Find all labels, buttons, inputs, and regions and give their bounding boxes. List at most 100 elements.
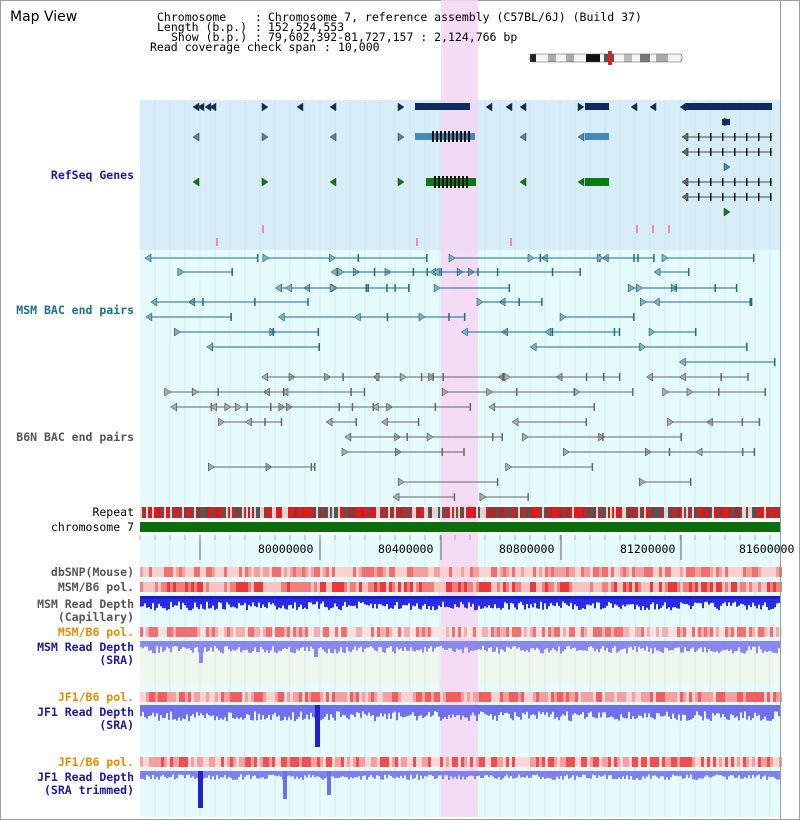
read-depth-bar (140, 771, 142, 779)
read-depth-bar (346, 705, 348, 718)
pol-stripe (575, 757, 578, 767)
bac-end-marker (231, 268, 233, 276)
read-depth-bar (224, 771, 226, 776)
repeat-segment (656, 507, 658, 518)
repeat-segment (722, 507, 724, 518)
read-depth-bar (204, 596, 206, 610)
jf1-read-depth-label[interactable]: JF1 Read Depth (37, 705, 134, 719)
pol-stripe (536, 582, 539, 592)
bac-end-marker (372, 403, 374, 411)
pol-stripe (260, 627, 263, 637)
pol-stripe (701, 627, 704, 637)
dbsnp-stripe (569, 567, 572, 577)
pol-stripe (176, 627, 179, 637)
msm-b6-pol-sra-label[interactable]: MSM/B6 pol. (57, 625, 134, 639)
pol-stripe (239, 627, 242, 637)
repeat-segment (230, 507, 232, 518)
read-depth-bar (730, 596, 732, 606)
pol-stripe (272, 757, 275, 767)
pol-stripe (497, 582, 500, 592)
pol-stripe (326, 692, 329, 702)
pol-stripe (773, 757, 776, 767)
read-depth-bar (448, 705, 450, 715)
pol-stripe (701, 582, 704, 592)
bac-end-marker (408, 284, 410, 292)
msm-b6-pol-label[interactable]: MSM/B6 pol. (57, 580, 134, 594)
repeat-segment (716, 507, 718, 518)
pol-stripe (569, 582, 572, 592)
pol-stripe (170, 582, 173, 592)
repeat-segment (446, 507, 448, 518)
pol-stripe (776, 757, 779, 767)
read-depth-bar (488, 771, 490, 778)
bac-end-marker (508, 284, 511, 292)
read-depth-bar (690, 771, 692, 775)
jf1-b6-pol-label[interactable]: JF1/B6 pol. (57, 690, 134, 704)
ideogram-band (586, 54, 600, 62)
dbsnp-label[interactable]: dbSNP(Mouse) (50, 565, 134, 579)
read-depth-bar (256, 705, 258, 721)
read-depth-bar (332, 641, 334, 654)
read-depth-bar (734, 705, 736, 718)
read-depth-bar (714, 596, 716, 607)
pol-stripe (641, 692, 644, 702)
read-depth-bar (634, 705, 636, 719)
read-depth-bar (494, 771, 496, 779)
dbsnp-stripe (419, 567, 422, 577)
read-depth-bar (440, 641, 442, 646)
read-depth-bar (328, 596, 330, 610)
pol-stripe (311, 757, 314, 767)
read-depth-bar (278, 641, 280, 651)
read-depth-bar (770, 641, 772, 652)
jf1-b6-pol-trimmed-label[interactable]: JF1/B6 pol. (57, 755, 134, 769)
repeat-segment (362, 507, 364, 518)
pol-stripe (740, 627, 743, 637)
read-depth-bar (226, 771, 228, 779)
pol-stripe (362, 582, 365, 592)
read-depth-bar (742, 641, 744, 654)
refseq-genes-label[interactable]: RefSeq Genes (50, 168, 134, 182)
read-depth-bar (210, 596, 212, 609)
pol-stripe (524, 757, 527, 767)
msm-read-depth-sra-label[interactable]: MSM Read Depth (37, 640, 134, 654)
pol-stripe (398, 582, 401, 592)
read-depth-bar (350, 771, 352, 778)
read-depth-bar (150, 596, 152, 610)
pol-stripe (500, 627, 503, 637)
pol-stripe (521, 757, 524, 767)
pol-stripe (365, 757, 368, 767)
dbsnp-stripe (680, 567, 683, 577)
dbsnp-stripe (767, 567, 770, 577)
dbsnp-stripe (263, 567, 266, 577)
msm-read-depth-capillary-label[interactable]: MSM Read Depth (37, 597, 134, 611)
repeat-segment (208, 507, 210, 518)
read-depth-bar (176, 641, 178, 647)
read-depth-bar (292, 771, 294, 777)
dbsnp-stripe (536, 567, 539, 577)
pol-stripe (209, 627, 212, 637)
b6n-bac-end-pairs-label[interactable]: B6N BAC end pairs (16, 430, 134, 444)
exon-mark (456, 131, 458, 142)
pol-stripe (320, 692, 323, 702)
repeat-segment (664, 507, 666, 518)
read-depth-bar (486, 596, 488, 608)
read-depth-bar (312, 705, 314, 718)
read-depth-bar (374, 641, 376, 651)
bac-end-marker (602, 373, 605, 381)
pol-stripe (149, 627, 152, 637)
repeat-segment (698, 507, 700, 518)
read-depth-bar (594, 641, 596, 652)
msm-bac-end-pairs-label[interactable]: MSM BAC end pairs (16, 303, 134, 317)
read-depth-bar (660, 705, 662, 717)
read-depth-bar (592, 771, 594, 775)
pol-stripe (767, 692, 770, 702)
pol-stripe (365, 582, 368, 592)
read-depth-bar-spike (314, 641, 318, 657)
pol-stripe (362, 692, 365, 702)
dbsnp-stripe (455, 567, 458, 577)
read-depth-bar (528, 641, 530, 653)
pol-stripe (389, 582, 392, 592)
read-depth-bar (598, 771, 600, 776)
jf1-read-depth-trimmed-label[interactable]: JF1 Read Depth (37, 770, 134, 784)
